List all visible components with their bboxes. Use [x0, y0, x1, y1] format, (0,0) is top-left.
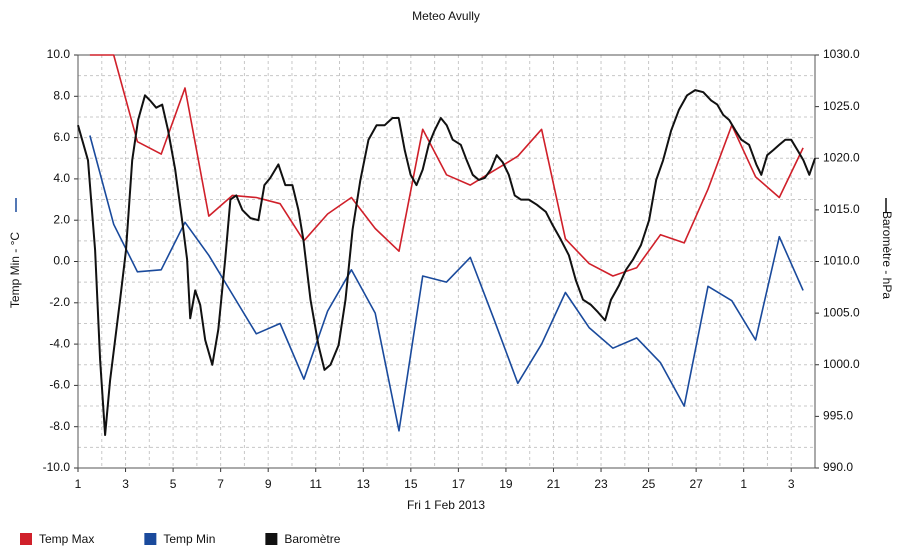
series-line	[89, 135, 804, 432]
x-tick-label: 3	[788, 477, 795, 491]
y2-tick-label: 1005.0	[823, 305, 860, 319]
y2-tick-label: 1030.0	[823, 47, 860, 61]
x-tick-label: 25	[642, 477, 656, 491]
y-tick-label: -8.0	[49, 419, 70, 433]
y-tick-label: 4.0	[53, 171, 70, 185]
x-tick-label: 19	[499, 477, 513, 491]
y-tick-label: -4.0	[49, 336, 70, 350]
x-tick-label: 27	[689, 477, 703, 491]
x-tick-label: 1	[75, 477, 82, 491]
x-tick-label: 1	[740, 477, 747, 491]
legend-swatch	[144, 533, 157, 545]
y2-tick-label: 990.0	[823, 460, 853, 474]
y-tick-label: -2.0	[49, 295, 70, 309]
y2-axis-label: Baromètre - hPa	[880, 211, 894, 299]
series-line	[77, 89, 816, 436]
y2-tick-label: 1025.0	[823, 99, 860, 113]
y-tick-label: 8.0	[53, 88, 70, 102]
y2-tick-label: 995.0	[823, 409, 853, 423]
y-tick-label: 2.0	[53, 212, 70, 226]
x-tick-label: 5	[170, 477, 177, 491]
x-tick-label: 9	[265, 477, 272, 491]
y2-tick-label: 1000.0	[823, 357, 860, 371]
y2-tick-label: 1010.0	[823, 254, 860, 268]
y-tick-label: -10.0	[43, 460, 71, 474]
y2-tick-label: 1020.0	[823, 150, 860, 164]
x-tick-label: 15	[404, 477, 418, 491]
y2-tick-label: 1015.0	[823, 202, 860, 216]
series-line	[89, 54, 804, 277]
x-tick-label: 17	[452, 477, 466, 491]
legend-swatch	[265, 533, 278, 545]
legend-swatch	[20, 533, 32, 545]
plot-frame	[77, 54, 816, 469]
y-axis-label: Temp Min - °C	[8, 232, 22, 308]
x-tick-label: 11	[310, 477, 323, 491]
legend-label: Baromètre	[284, 532, 340, 546]
y-tick-label: 10.0	[47, 47, 71, 61]
x-tick-label: 23	[594, 477, 608, 491]
legend-label: Temp Min	[163, 532, 215, 546]
x-tick-label: 13	[357, 477, 371, 491]
x-axis-label: Fri 1 Feb 2013	[407, 498, 485, 512]
x-tick-label: 3	[122, 477, 129, 491]
y-tick-label: 6.0	[53, 130, 70, 144]
y-tick-label: 0.0	[53, 254, 70, 268]
x-tick-label: 7	[217, 477, 224, 491]
legend-label: Temp Max	[39, 532, 94, 546]
x-tick-label: 21	[547, 477, 561, 491]
chart-title: Meteo Avully	[412, 9, 480, 23]
y-tick-label: -6.0	[49, 378, 70, 392]
